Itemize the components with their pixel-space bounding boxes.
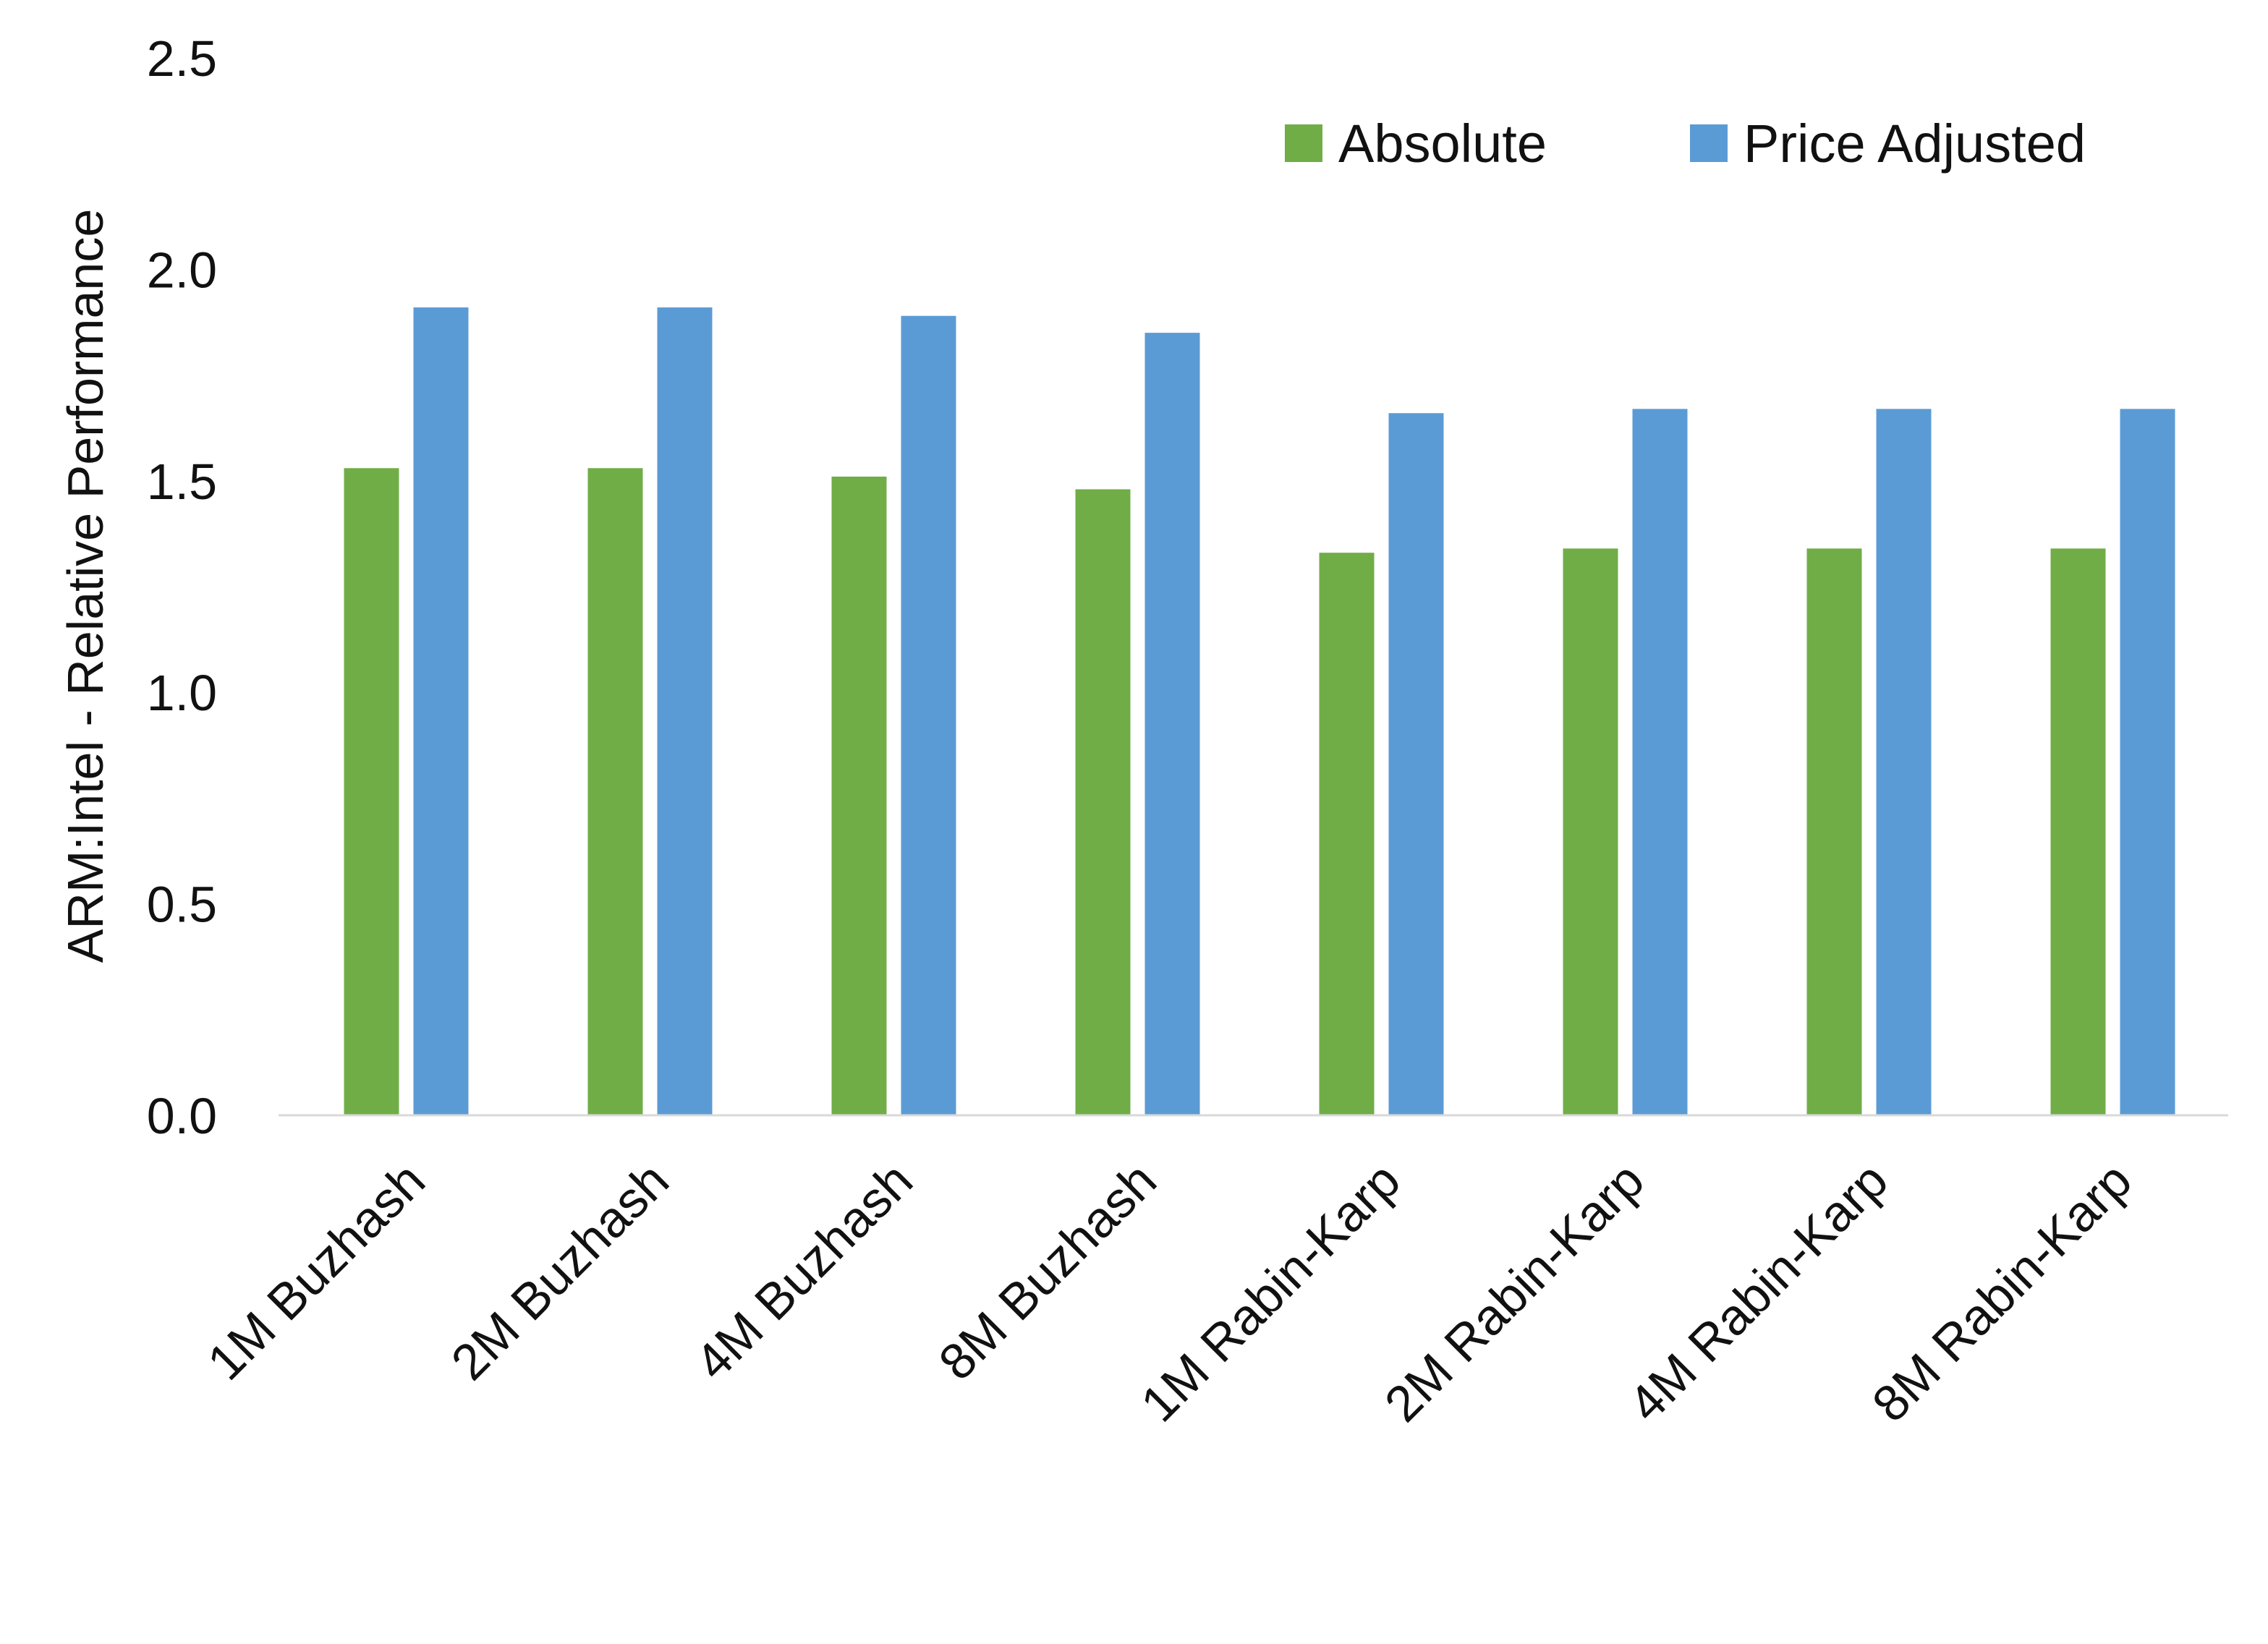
x-tick-label: 2M Buzhash [441,1151,679,1390]
bar-price-adjusted [1388,413,1444,1115]
bar-price-adjusted [2120,409,2175,1115]
bar-absolute [344,468,399,1115]
bar-price-adjusted [1632,409,1688,1115]
bar-absolute [1319,553,1375,1115]
bar-absolute [587,468,643,1115]
x-tick-label: 4M Rabin-Karp [1618,1151,1898,1432]
legend-swatch [1285,124,1322,162]
bar-price-adjusted [1144,333,1200,1115]
bar-absolute [2050,548,2106,1115]
bar-price-adjusted [657,307,713,1116]
x-tick-label: 2M Rabin-Karp [1374,1151,1655,1432]
legend-label: Price Adjusted [1744,114,2086,174]
bar-absolute [831,476,887,1115]
y-tick-label: 2.0 [147,242,217,298]
x-tick-label: 1M Rabin-Karp [1130,1151,1411,1432]
y-tick-label: 1.0 [147,665,217,721]
legend: Absolute Price Adjusted [1285,114,2086,174]
x-tick-label: 1M Buzhash [197,1151,436,1390]
bar-price-adjusted [1876,409,1932,1115]
x-tick-label: 8M Buzhash [928,1151,1167,1390]
y-tick-label: 1.5 [147,453,217,510]
legend-label: Absolute [1338,114,1547,174]
y-tick-label: 0.0 [147,1088,217,1144]
legend-swatch [1690,124,1728,162]
bar-absolute [1563,548,1618,1115]
y-tick-label: 2.5 [147,30,217,87]
bar-absolute [1806,548,1862,1115]
y-tick-label: 0.5 [147,877,217,933]
bar-absolute [1075,489,1131,1115]
bar-price-adjusted [413,307,469,1116]
x-tick-label: 8M Rabin-Karp [1861,1151,2142,1432]
y-axis-label: ARM:Intel - Relative Performance [57,209,114,963]
x-tick-label: 4M Buzhash [684,1151,923,1390]
bar-price-adjusted [901,315,956,1115]
